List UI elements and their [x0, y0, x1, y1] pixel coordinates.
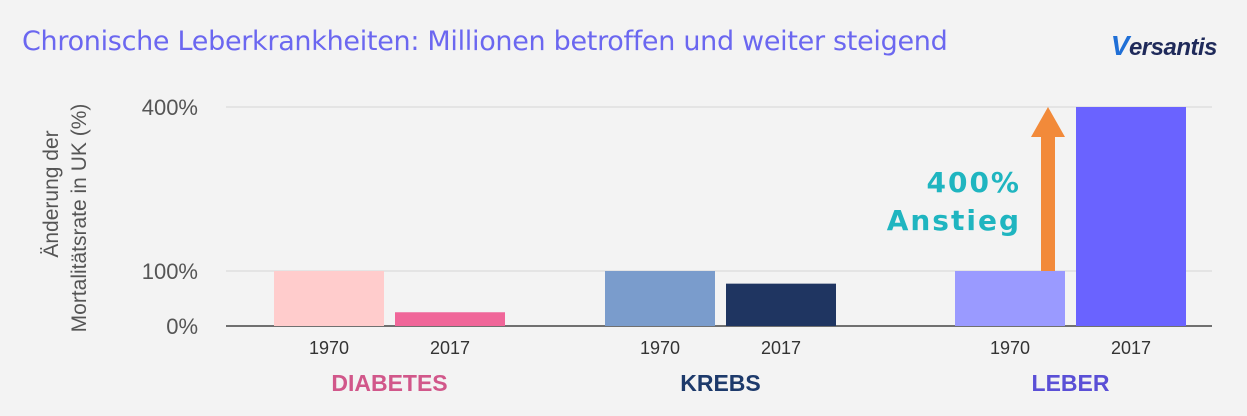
logo-mark: V: [1110, 30, 1130, 61]
bar-leber-2017: [1076, 107, 1186, 326]
x-tick-label: 1970: [309, 338, 349, 358]
x-tick-label: 1970: [990, 338, 1030, 358]
y-axis-label-line2: Mortalitätsrate in UK (%): [68, 104, 91, 333]
bars: [274, 107, 1186, 326]
bar-krebs-1970: [605, 271, 715, 326]
bar-diabetes-2017: [395, 312, 505, 326]
bar-leber-1970: [955, 271, 1065, 326]
increase-arrow: [1031, 107, 1065, 271]
x-tick-label: 2017: [1111, 338, 1151, 358]
bar-diabetes-1970: [274, 271, 384, 326]
y-tick-label: 400%: [142, 95, 198, 120]
group-label-krebs: KREBS: [680, 370, 761, 396]
group-labels: DIABETES KREBS LEBER: [331, 370, 1110, 396]
group-label-leber: LEBER: [1032, 370, 1110, 396]
y-ticks: 0% 100% 400%: [142, 95, 198, 339]
annotation-line1: 400%: [926, 166, 1021, 199]
bar-krebs-2017: [726, 283, 836, 326]
y-tick-label: 0%: [166, 314, 198, 339]
x-tick-label: 2017: [430, 338, 470, 358]
annotation-line2: Anstieg: [887, 204, 1021, 237]
x-ticks: 1970 2017 1970 2017 1970 2017: [309, 338, 1151, 358]
x-tick-label: 2017: [761, 338, 801, 358]
logo-text: ersantis: [1128, 34, 1218, 61]
versantis-logo: Versantis: [1110, 30, 1218, 62]
y-axis-label-line1: Änderung der: [40, 130, 63, 257]
group-label-diabetes: DIABETES: [331, 370, 447, 396]
chart-title: Chronische Leberkrankheiten: Millionen b…: [22, 26, 948, 57]
x-tick-label: 1970: [640, 338, 680, 358]
y-tick-label: 100%: [142, 259, 198, 284]
